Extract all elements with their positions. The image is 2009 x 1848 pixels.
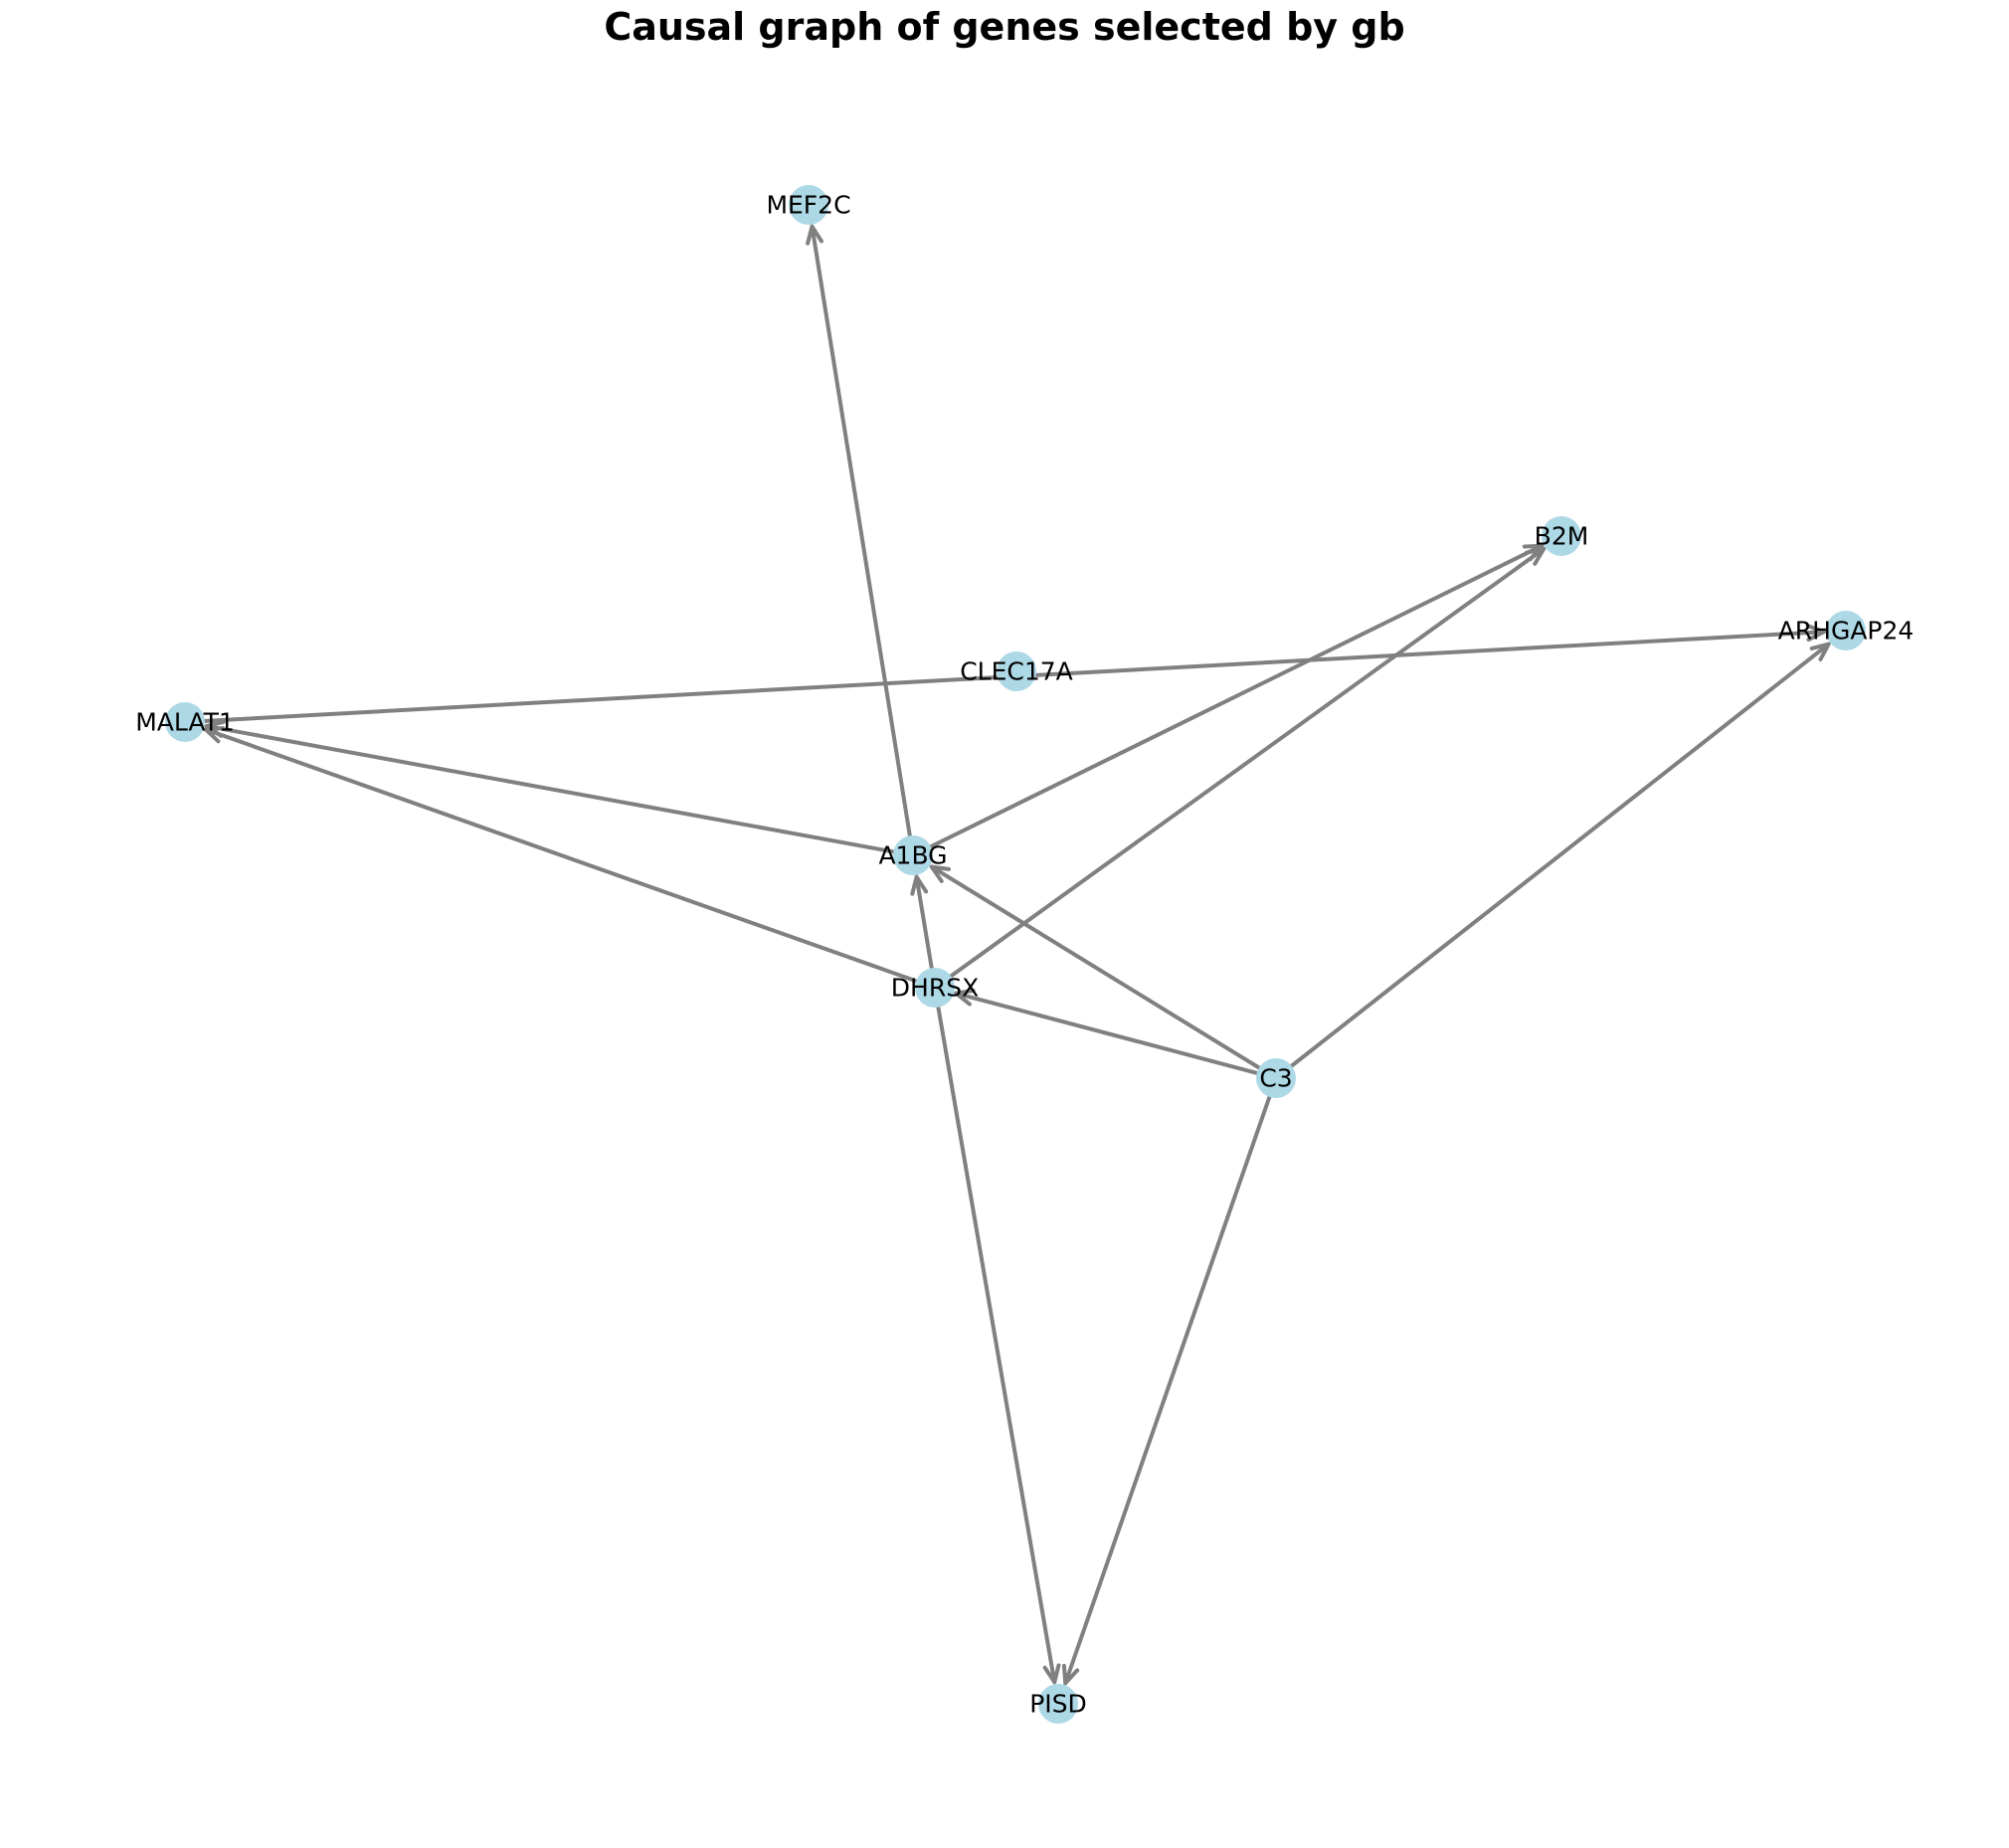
node-circle [1038,1684,1078,1724]
node-a1bg: A1BG [878,835,948,875]
edge-c3-to-arhgap24 [1274,642,1831,1080]
node-circle [789,185,828,225]
edge-c3-to-dhrsx [954,988,1278,1080]
node-label: ARHGAP24 [1778,617,1915,646]
edge-line [911,543,1545,857]
edge-c3-to-pisd [1061,1076,1278,1686]
arrow-head [1525,546,1547,566]
arrow-head [203,726,226,744]
node-mef2c: MEF2C [766,185,851,225]
node-circle [1542,516,1581,556]
edge-a1bg-to-malat1 [204,719,915,857]
edge-dhrsx-to-malat1 [203,726,937,990]
node-label: MALAT1 [135,708,235,737]
node-c3: C3 [1256,1058,1296,1098]
edge-line [203,727,937,990]
node-label: PISD [1029,1690,1087,1719]
node-circle [997,651,1036,691]
arrow-head [1809,642,1831,661]
node-label: A1BG [878,841,947,870]
edge-line [954,991,1278,1080]
edges-layer [183,224,1831,1686]
edge-line [929,864,1278,1080]
nodes-layer: MEF2C B2M ARHGAP24 CLEC17A MALAT1 A1BG DHRSX C3… [135,185,1914,1724]
arrow-head [929,864,952,883]
arrow-head [806,224,823,246]
node-arhgap24: ARHGAP24 [1778,611,1915,650]
edge-line [1274,642,1831,1080]
edge-line [1063,1076,1278,1686]
node-label: DHRSX [891,974,979,1003]
arrow-head [954,988,976,1007]
edge-line [810,224,915,857]
edge-c3-to-a1bg [929,864,1278,1080]
node-dhrsx: DHRSX [891,968,979,1008]
edge-dhrsx-to-pisd [933,986,1061,1685]
node-label: B2M [1535,522,1589,551]
node-pisd: PISD [1029,1684,1087,1724]
node-label: MEF2C [766,191,850,220]
node-b2m: B2M [1535,516,1589,556]
graph-title: Causal graph of genes selected by gb [604,5,1404,49]
edge-line [933,546,1547,990]
node-label: C3 [1259,1064,1292,1093]
node-clec17a: CLEC17A [960,651,1073,691]
arrow-head [1061,1663,1080,1686]
edge-line [933,986,1057,1685]
edge-a1bg-to-b2m [911,543,1545,857]
node-circle [893,835,933,875]
edge-line [204,723,915,857]
node-circle [915,968,955,1008]
node-label: CLEC17A [960,657,1073,686]
edge-a1bg-to-mef2c [806,224,915,857]
node-circle [1826,611,1866,650]
arrow-head [910,874,929,896]
arrow-head [1805,624,1827,643]
node-circle [1256,1058,1296,1098]
node-circle [165,702,205,742]
node-malat1: MALAT1 [135,702,235,742]
arrow-head [1042,1663,1061,1685]
edge-dhrsx-to-b2m [933,546,1547,990]
